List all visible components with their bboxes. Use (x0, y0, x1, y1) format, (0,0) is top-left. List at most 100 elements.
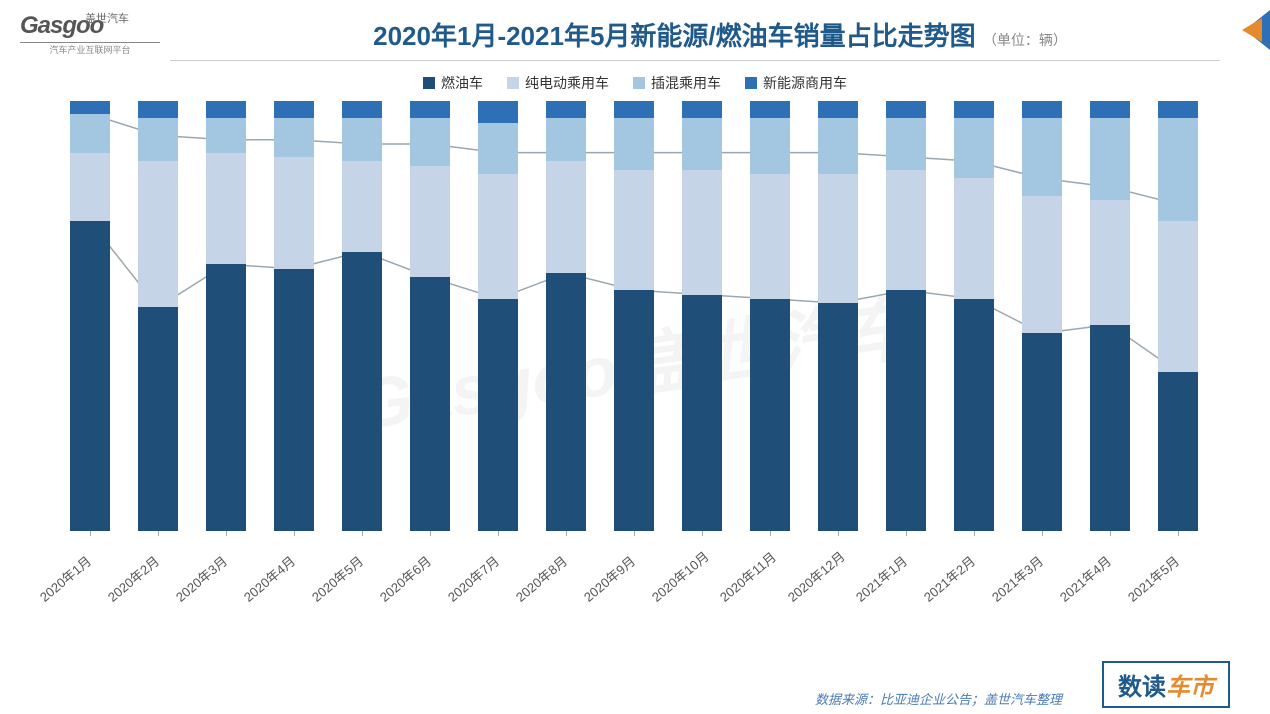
x-label: 2021年1月 (851, 551, 911, 606)
bar-segment-fuel (70, 221, 110, 531)
x-label: 2020年2月 (103, 551, 163, 606)
bar-segment-bev (614, 170, 654, 290)
bar-segment-phev (478, 123, 518, 175)
bar-segment-commercial (1090, 101, 1130, 118)
bar-segment-fuel (410, 277, 450, 531)
legend-item: 新能源商用车 (745, 73, 847, 93)
legend-swatch (745, 77, 757, 89)
bar-segment-fuel (818, 303, 858, 531)
bar-segment-phev (614, 118, 654, 170)
bar-segment-commercial (818, 101, 858, 118)
x-label: 2021年5月 (1123, 551, 1183, 606)
bar-segment-bev (342, 161, 382, 251)
bar-segment-fuel (682, 295, 722, 532)
bar-segment-bev (206, 153, 246, 265)
bar-segment-phev (1022, 118, 1062, 195)
bar-segment-fuel (1022, 333, 1062, 531)
bar-segment-fuel (1090, 325, 1130, 531)
bar-segment-phev (818, 118, 858, 174)
x-label: 2020年9月 (579, 551, 639, 606)
x-tick (90, 531, 91, 536)
bar-segment-commercial (274, 101, 314, 118)
logo-cn-top: 盖世汽车 (85, 10, 129, 26)
bar-segment-commercial (70, 101, 110, 114)
bar-segment-fuel (206, 264, 246, 531)
x-tick (498, 531, 499, 536)
bar-segment-commercial (478, 101, 518, 123)
x-label: 2021年2月 (919, 551, 979, 606)
x-label: 2020年12月 (783, 546, 848, 605)
bar-segment-fuel (138, 307, 178, 531)
bar-segment-bev (954, 178, 994, 298)
x-label: 2020年7月 (443, 551, 503, 606)
bar-segment-fuel (750, 299, 790, 531)
x-tick (294, 531, 295, 536)
bar-segment-bev (1158, 221, 1198, 372)
footer: 数据来源：比亚迪企业公告；盖世汽车整理 数读车市 (0, 661, 1270, 708)
x-tick (362, 531, 363, 536)
legend-label: 燃油车 (441, 73, 483, 93)
bar-segment-fuel (274, 269, 314, 531)
bar-segment-commercial (546, 101, 586, 118)
bar-segment-bev (274, 157, 314, 269)
bar-segment-bev (546, 161, 586, 273)
bar-segment-commercial (1022, 101, 1062, 118)
x-tick (226, 531, 227, 536)
legend-label: 新能源商用车 (763, 73, 847, 93)
x-tick (566, 531, 567, 536)
bar-segment-phev (1090, 118, 1130, 200)
x-label: 2021年3月 (987, 551, 1047, 606)
x-label: 2020年6月 (375, 551, 435, 606)
chart-area: Gasgoo 盖世汽车 2020年1月2020年2月2020年3月2020年4月… (40, 101, 1230, 621)
bar-segment-phev (342, 118, 382, 161)
bar-segment-bev (1022, 196, 1062, 334)
x-label: 2021年4月 (1055, 551, 1115, 606)
x-tick (974, 531, 975, 536)
bar-segment-fuel (1158, 372, 1198, 531)
bar-segment-commercial (682, 101, 722, 118)
x-label: 2020年1月 (35, 551, 95, 606)
bar-segment-bev (410, 166, 450, 278)
source-text: 数据来源：比亚迪企业公告；盖世汽车整理 (815, 689, 1062, 708)
x-label: 2020年11月 (715, 547, 780, 606)
bar-segment-fuel (886, 290, 926, 531)
legend-swatch (507, 77, 519, 89)
chart-title: 2020年1月-2021年5月新能源/燃油车销量占比走势图 （单位：辆） (190, 16, 1250, 53)
x-label: 2020年10月 (647, 546, 712, 605)
bar-segment-fuel (478, 299, 518, 531)
legend-item: 纯电动乘用车 (507, 73, 609, 93)
title-unit: （单位：辆） (983, 32, 1067, 48)
bar-segment-phev (206, 118, 246, 152)
bar-segment-bev (70, 153, 110, 222)
bar-segment-phev (682, 118, 722, 170)
x-tick (1178, 531, 1179, 536)
bar-segment-phev (1158, 118, 1198, 221)
logo-cn-sub: 汽车产业互联网平台 (20, 43, 160, 56)
bar-segment-phev (750, 118, 790, 174)
x-label: 2020年5月 (307, 551, 367, 606)
bar-segment-fuel (954, 299, 994, 531)
bar-segment-commercial (886, 101, 926, 118)
bar-segment-commercial (206, 101, 246, 118)
x-label: 2020年4月 (239, 551, 299, 606)
bar-segment-fuel (342, 252, 382, 532)
bar-segment-bev (138, 161, 178, 307)
bar-segment-bev (750, 174, 790, 299)
legend-item: 燃油车 (423, 73, 483, 93)
x-tick (158, 531, 159, 536)
bar-segment-bev (886, 170, 926, 290)
bar-segment-phev (410, 118, 450, 165)
brand-box: 数读车市 (1102, 661, 1230, 708)
title-underline (170, 60, 1220, 61)
legend-item: 插混乘用车 (633, 73, 721, 93)
x-tick (1110, 531, 1111, 536)
bar-segment-commercial (954, 101, 994, 118)
bar-segment-phev (70, 114, 110, 153)
bar-segment-phev (954, 118, 994, 178)
brand-p2: 车市 (1166, 674, 1214, 701)
plot (40, 101, 1230, 531)
x-tick (906, 531, 907, 536)
bar-segment-phev (138, 118, 178, 161)
x-label: 2020年8月 (511, 551, 571, 606)
x-tick (634, 531, 635, 536)
